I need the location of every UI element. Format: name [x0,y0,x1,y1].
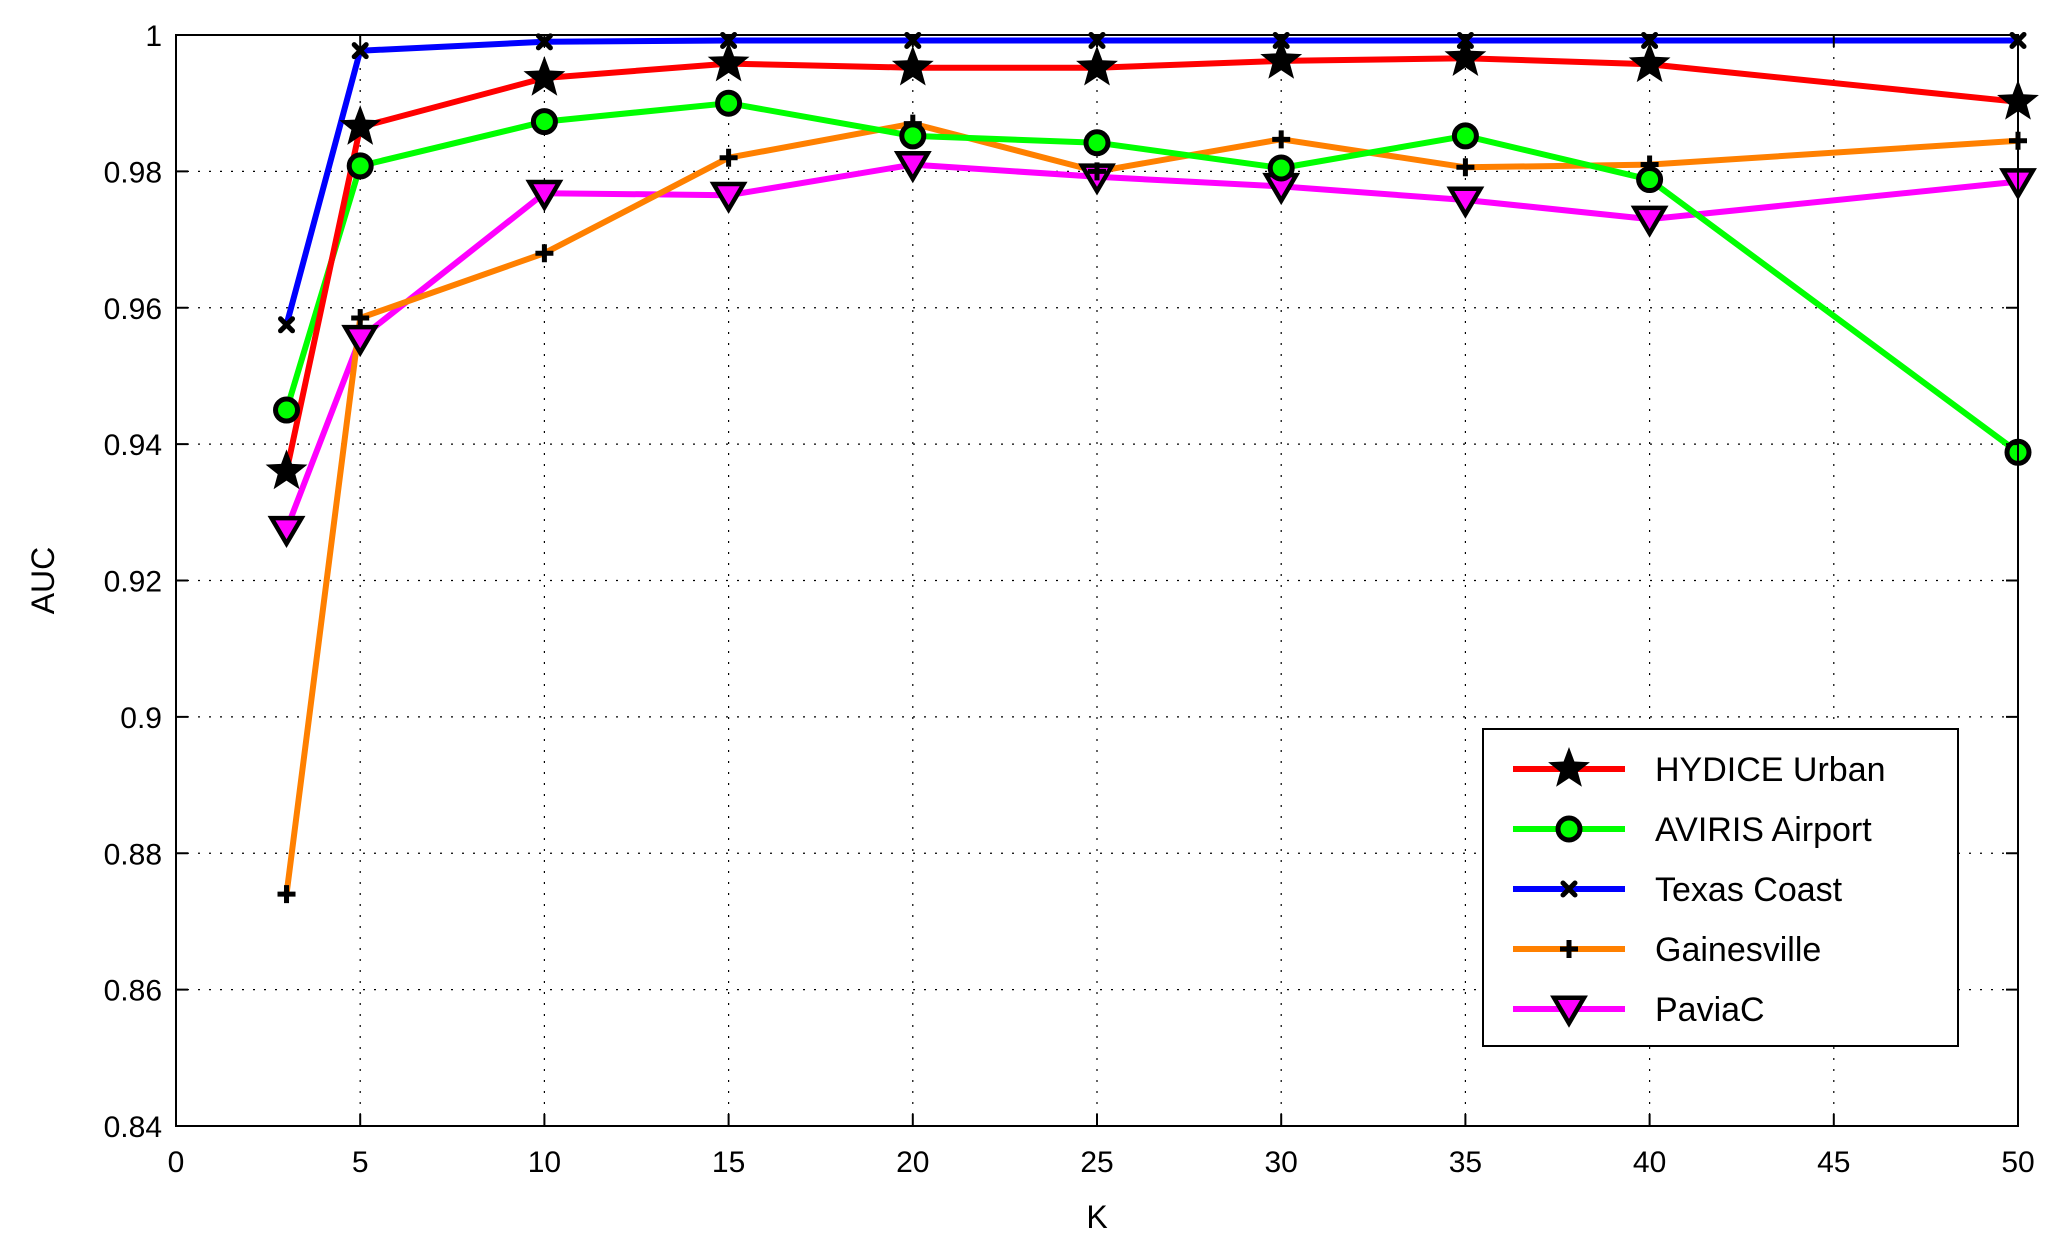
data-point-gainesville [1456,158,1475,177]
data-point-paviac [341,324,380,358]
x-tick-label: 30 [1265,1146,1298,1179]
x-axis-label: K [1086,1199,1107,1235]
data-point-aviris-airport [1451,122,1479,150]
data-point-paviac [709,181,748,214]
series-line-aviris-airport [283,100,2020,455]
legend-label-paviac: PaviaC [1655,991,1765,1029]
x-tick-label: 25 [1080,1146,1113,1179]
x-tick-label: 50 [2001,1146,2034,1179]
legend-marker-gainesville [1560,940,1578,958]
legend-marker-aviris-airport [1555,815,1583,843]
data-point-hydice-urban [1260,38,1303,79]
data-point-aviris-airport [273,396,301,424]
x-tick-label: 10 [528,1146,561,1179]
data-point-gainesville [535,244,554,263]
data-point-aviris-airport [1083,129,1111,157]
data-point-gainesville [277,885,296,904]
legend-marker-paviac [1550,995,1588,1028]
data-point-paviac [525,179,564,212]
y-axis-label: AUC [25,547,61,615]
data-point-paviac [893,151,932,184]
x-tick-label: 40 [1633,1146,1666,1179]
data-point-aviris-airport [346,152,374,180]
y-tick-label: 0.86 [104,975,162,1008]
series-line-hydice-urban [283,55,2019,473]
data-point-hydice-urban [1076,45,1118,86]
data-point-aviris-airport [715,89,743,117]
x-tick-label: 0 [168,1146,185,1179]
series-line-texas-coast [283,37,2018,326]
data-point-gainesville [1272,130,1291,149]
legend-label-aviris-airport: AVIRIS Airport [1655,811,1872,849]
data-point-aviris-airport [1636,166,1664,194]
data-point-hydice-urban [1444,36,1487,76]
data-point-hydice-urban [523,56,566,96]
data-point-aviris-airport [899,122,927,150]
data-point-gainesville [351,308,370,327]
x-tick-label: 15 [712,1146,745,1179]
data-point-paviac [1446,186,1485,219]
data-point-texas-coast [278,316,296,334]
x-tick-label: 35 [1449,1146,1482,1179]
y-tick-label: 0.9 [120,702,162,735]
data-point-paviac [1630,205,1669,238]
data-point-hydice-urban [1628,42,1671,83]
series-line-paviac [283,161,2019,531]
legend: HYDICE Urban AVIRIS Airport Texas Coast Gai… [1482,728,1959,1047]
data-point-aviris-airport [530,108,558,136]
legend-label-gainesville: Gainesville [1655,931,1821,969]
y-tick-label: 0.98 [104,156,162,189]
y-tick-label: 0.94 [104,429,162,462]
legend-label-hydice-urban: HYDICE Urban [1655,751,1886,789]
data-point-hydice-urban [339,105,382,145]
legend-marker-hydice-urban [1548,747,1590,787]
x-tick-label: 5 [352,1146,369,1179]
x-tick-label: 45 [1817,1146,1850,1179]
x-tick-labels: 0 5 10 15 20 25 30 35 40 45 50 [168,1146,2035,1179]
data-point-gainesville [1088,162,1106,181]
y-tick-label: 0.88 [104,838,162,871]
axis-ticks [175,34,2019,1127]
data-point-texas-coast [351,42,369,60]
data-point-gainesville [719,148,738,167]
data-point-hydice-urban [707,41,750,82]
data-point-hydice-urban [265,449,308,490]
data-point-paviac [267,515,306,549]
y-tick-label: 0.84 [104,1111,162,1144]
y-tick-label: 1 [145,20,162,53]
legend-label-texas-coast: Texas Coast [1655,871,1843,909]
series-line-gainesville [283,120,2019,895]
x-tick-label: 20 [896,1146,929,1179]
y-tick-label: 0.96 [104,293,162,326]
legend-marker-texas-coast [1560,880,1578,898]
series-lines [283,37,2020,895]
y-tick-labels: 0.84 0.86 0.88 0.9 0.92 0.94 0.96 0.98 1 [104,20,162,1144]
data-point-hydice-urban [891,45,934,86]
y-tick-label: 0.92 [104,566,162,599]
data-point-aviris-airport [1267,154,1295,182]
